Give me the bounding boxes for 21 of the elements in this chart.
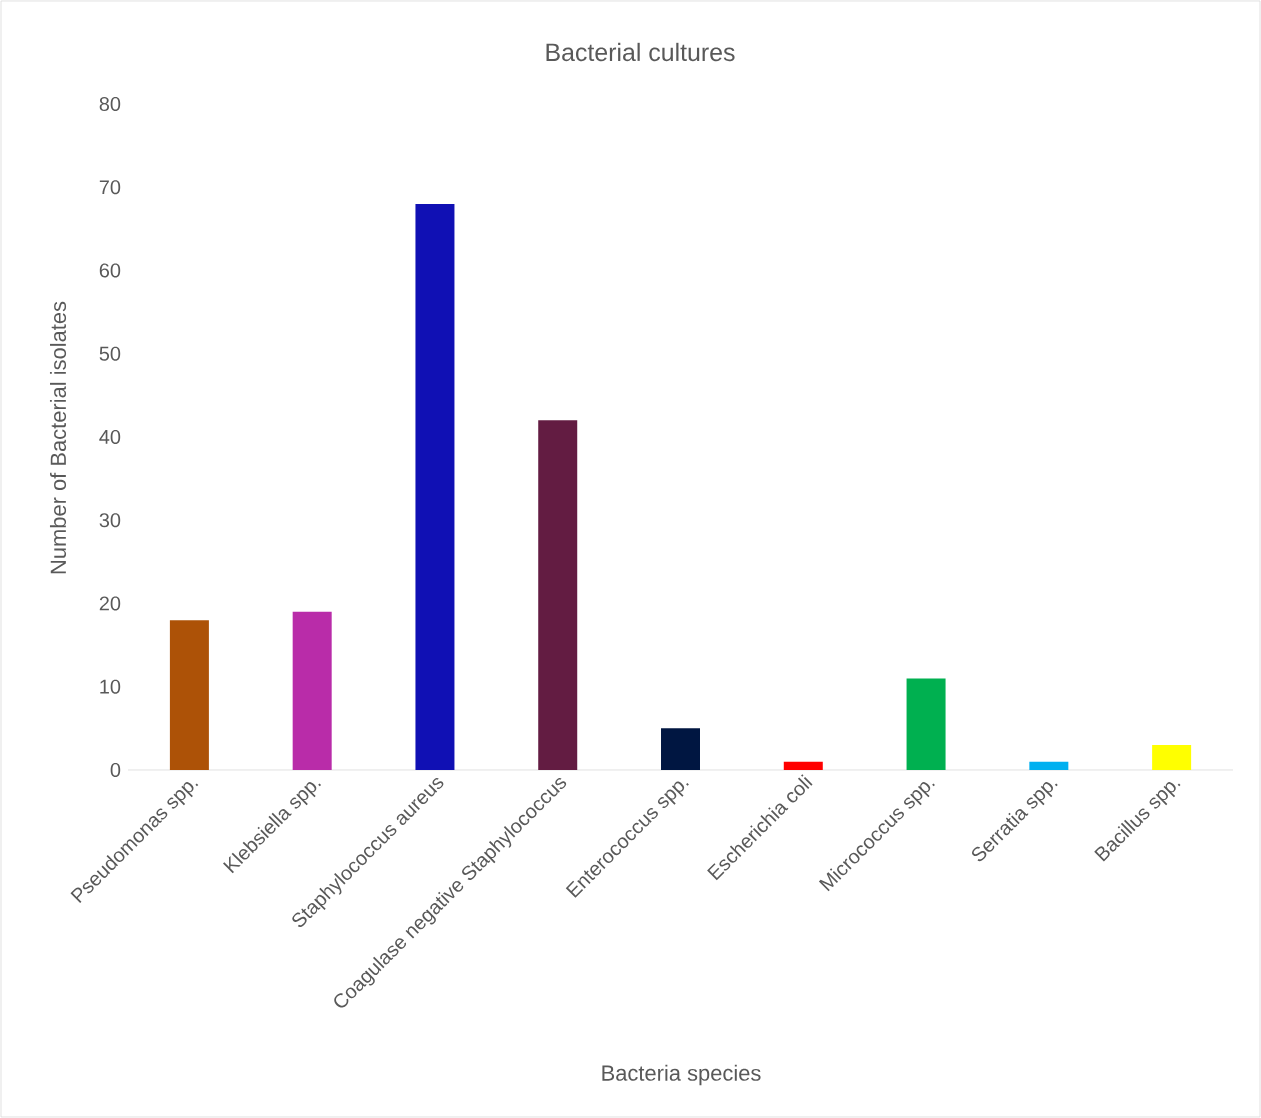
bar [292,611,332,770]
y-tick-label: 70 [99,180,121,195]
y-axis-title: Number of Bacterial isolates [49,301,67,574]
y-tick-label: 80 [99,96,121,112]
bar [1152,745,1192,770]
bar [169,620,209,770]
bar [1029,761,1069,770]
y-tick-label: 10 [100,679,121,694]
y-tick-label: 60 [99,263,121,278]
bar [415,203,455,770]
bar [783,761,823,770]
x-axis-title: Bacteria species [602,1064,761,1086]
bar [538,420,578,770]
bar [906,678,946,770]
y-tick-label: 40 [99,429,121,445]
y-tick-label: 50 [99,346,121,361]
chart-title: Bacterial cultures [546,42,735,62]
y-tick-label: 30 [99,513,121,528]
bar [661,728,701,770]
y-tick-label: 20 [99,596,121,611]
y-tick-label: 0 [110,762,121,778]
